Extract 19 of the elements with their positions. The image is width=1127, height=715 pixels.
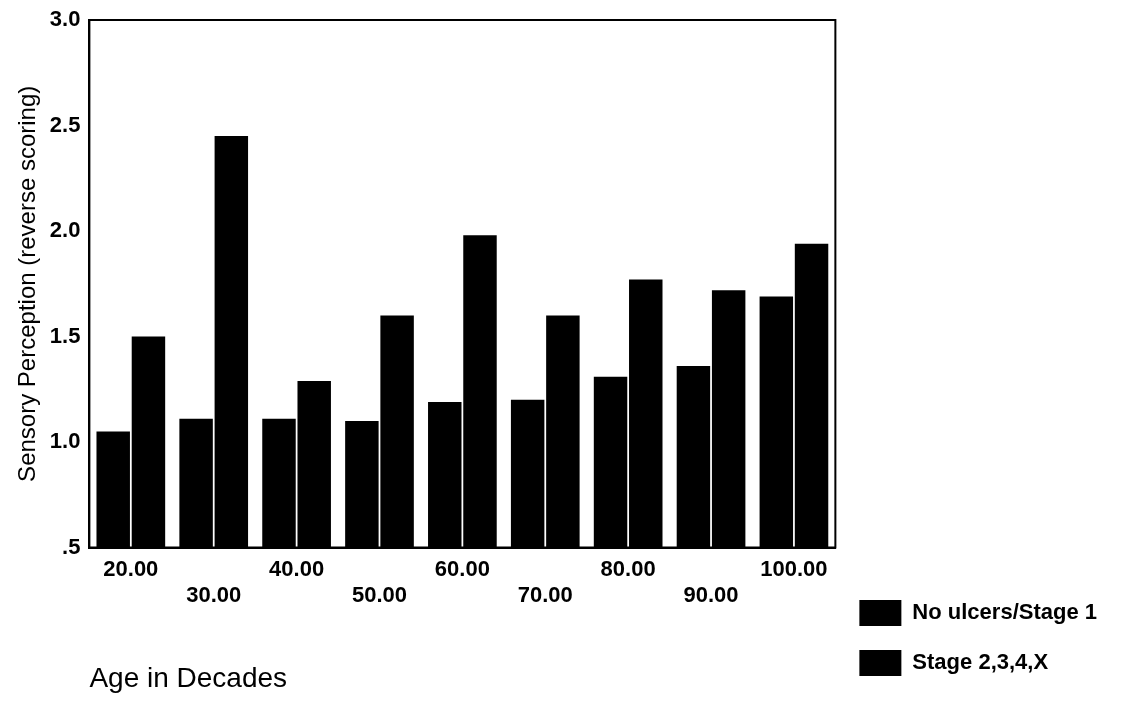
x-axis-title: Age in Decades — [89, 661, 288, 693]
x-tick-label: 60.00 — [434, 555, 490, 581]
x-tick-label: 50.00 — [351, 582, 408, 608]
x-tick-label: 80.00 — [600, 555, 656, 581]
x-tick-label: 40.00 — [269, 555, 325, 581]
x-tick-label: 30.00 — [186, 582, 242, 608]
y-tick-label: 2.0 — [49, 217, 81, 243]
x-tick-label: 20.00 — [103, 555, 159, 581]
y-tick-label: 3.0 — [49, 6, 81, 32]
y-axis-title: Sensory Perception (reverse scoring) — [13, 85, 41, 482]
legend-label: No ulcers/Stage 1 — [912, 599, 1098, 625]
x-tick-label: 90.00 — [683, 582, 739, 608]
y-tick-label: .5 — [62, 533, 81, 559]
legend-label: Stage 2,3,4,X — [912, 649, 1049, 675]
x-tick-label: 70.00 — [517, 582, 573, 608]
x-tick-label: 100.00 — [760, 555, 828, 581]
y-tick-label: 1.5 — [49, 322, 81, 348]
y-tick-label: 2.5 — [49, 111, 81, 137]
y-tick-label: 1.0 — [49, 428, 81, 454]
